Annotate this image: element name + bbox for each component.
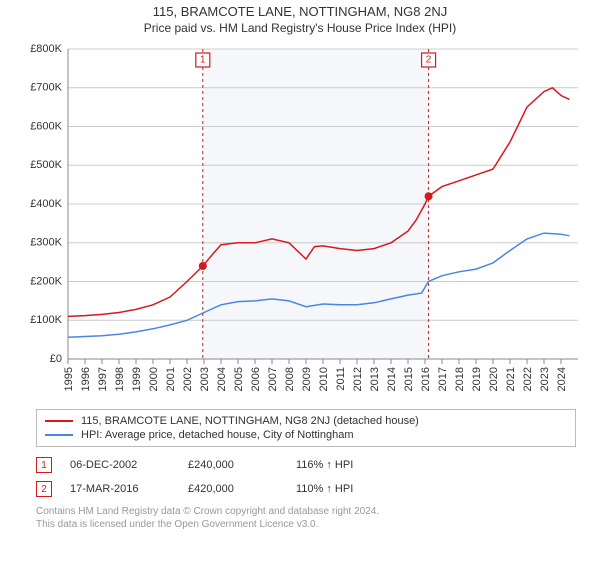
- ytick-label: £800K: [30, 43, 62, 55]
- row-date: 17-MAR-2016: [70, 483, 170, 495]
- ytick-label: £500K: [30, 159, 62, 171]
- row-pct: 110% ↑ HPI: [296, 483, 406, 495]
- xtick-label: 1999: [131, 367, 143, 391]
- row-marker-badge: 1: [36, 457, 52, 473]
- xtick-label: 2021: [505, 367, 517, 391]
- legend-swatch: [45, 420, 73, 422]
- ytick-label: £0: [50, 353, 62, 365]
- xtick-label: 2022: [522, 367, 534, 391]
- xtick-label: 2001: [165, 367, 177, 391]
- chart-area: £0 £100K £200K £300K £400K £500K £600K £700K £80…: [28, 43, 588, 403]
- legend-item: 115, BRAMCOTE LANE, NOTTINGHAM, NG8 2NJ …: [45, 414, 567, 428]
- xtick-label: 2020: [488, 367, 500, 391]
- row-date: 06-DEC-2002: [70, 459, 170, 471]
- price-paid-table: 1 06-DEC-2002 £240,000 116% ↑ HPI 2 17-MAR-20…: [36, 453, 576, 501]
- xtick-label: 2010: [318, 367, 330, 391]
- xtick-label: 2023: [539, 367, 551, 391]
- xtick-label: 2011: [335, 367, 347, 391]
- xtick-label: 2012: [352, 367, 364, 391]
- legend-label: HPI: Average price, detached house, City…: [81, 429, 354, 441]
- xtick-label: 2004: [216, 367, 228, 391]
- chart-container: 115, BRAMCOTE LANE, NOTTINGHAM, NG8 2NJ …: [0, 4, 600, 564]
- footer-line2: This data is licensed under the Open Gov…: [36, 518, 576, 531]
- xtick-label: 2003: [199, 367, 211, 391]
- ytick-label: £400K: [30, 198, 62, 210]
- chart-title: 115, BRAMCOTE LANE, NOTTINGHAM, NG8 2NJ: [0, 4, 600, 19]
- legend-swatch: [45, 434, 73, 436]
- row-price: £420,000: [188, 483, 278, 495]
- xtick-label: 2016: [420, 367, 432, 391]
- ytick-label: £300K: [30, 237, 62, 249]
- xtick-label: 2019: [471, 367, 483, 391]
- legend-item: HPI: Average price, detached house, City…: [45, 428, 567, 442]
- xtick-label: 1997: [97, 367, 109, 391]
- row-pct: 116% ↑ HPI: [296, 459, 406, 471]
- marker-dot-1: [199, 262, 207, 270]
- legend-label: 115, BRAMCOTE LANE, NOTTINGHAM, NG8 2NJ …: [81, 415, 419, 427]
- xtick-label: 2009: [301, 367, 313, 391]
- xtick-label: 2017: [437, 367, 449, 391]
- chart-subtitle: Price paid vs. HM Land Registry's House …: [0, 21, 600, 35]
- chart-svg: £0 £100K £200K £300K £400K £500K £600K £700K £80…: [28, 43, 588, 403]
- price-row: 1 06-DEC-2002 £240,000 116% ↑ HPI: [36, 453, 576, 477]
- xtick-label: 2005: [233, 367, 245, 391]
- xtick-label: 2006: [250, 367, 262, 391]
- price-row: 2 17-MAR-2016 £420,000 110% ↑ HPI: [36, 477, 576, 501]
- ytick-label: £100K: [30, 314, 62, 326]
- xtick-label: 1995: [63, 367, 75, 391]
- ytick-label: £600K: [30, 120, 62, 132]
- xtick-label: 2015: [403, 367, 415, 391]
- marker-num-1: 1: [200, 55, 206, 66]
- xtick-label: 1998: [114, 367, 126, 391]
- xtick-label: 2014: [386, 367, 398, 391]
- legend: 115, BRAMCOTE LANE, NOTTINGHAM, NG8 2NJ …: [36, 409, 576, 447]
- row-marker-badge: 2: [36, 481, 52, 497]
- xtick-label: 2000: [148, 367, 160, 391]
- marker-num-2: 2: [426, 55, 432, 66]
- xtick-label: 2018: [454, 367, 466, 391]
- xtick-label: 2002: [182, 367, 194, 391]
- xtick-label: 2013: [369, 367, 381, 391]
- marker-dot-2: [425, 192, 433, 200]
- footer-line1: Contains HM Land Registry data © Crown c…: [36, 505, 576, 518]
- xtick-label: 2008: [284, 367, 296, 391]
- xtick-label: 1996: [80, 367, 92, 391]
- ytick-label: £700K: [30, 82, 62, 94]
- row-price: £240,000: [188, 459, 278, 471]
- xtick-label: 2007: [267, 367, 279, 391]
- xtick-label: 2024: [556, 367, 568, 391]
- ytick-label: £200K: [30, 275, 62, 287]
- footer-attribution: Contains HM Land Registry data © Crown c…: [36, 505, 576, 531]
